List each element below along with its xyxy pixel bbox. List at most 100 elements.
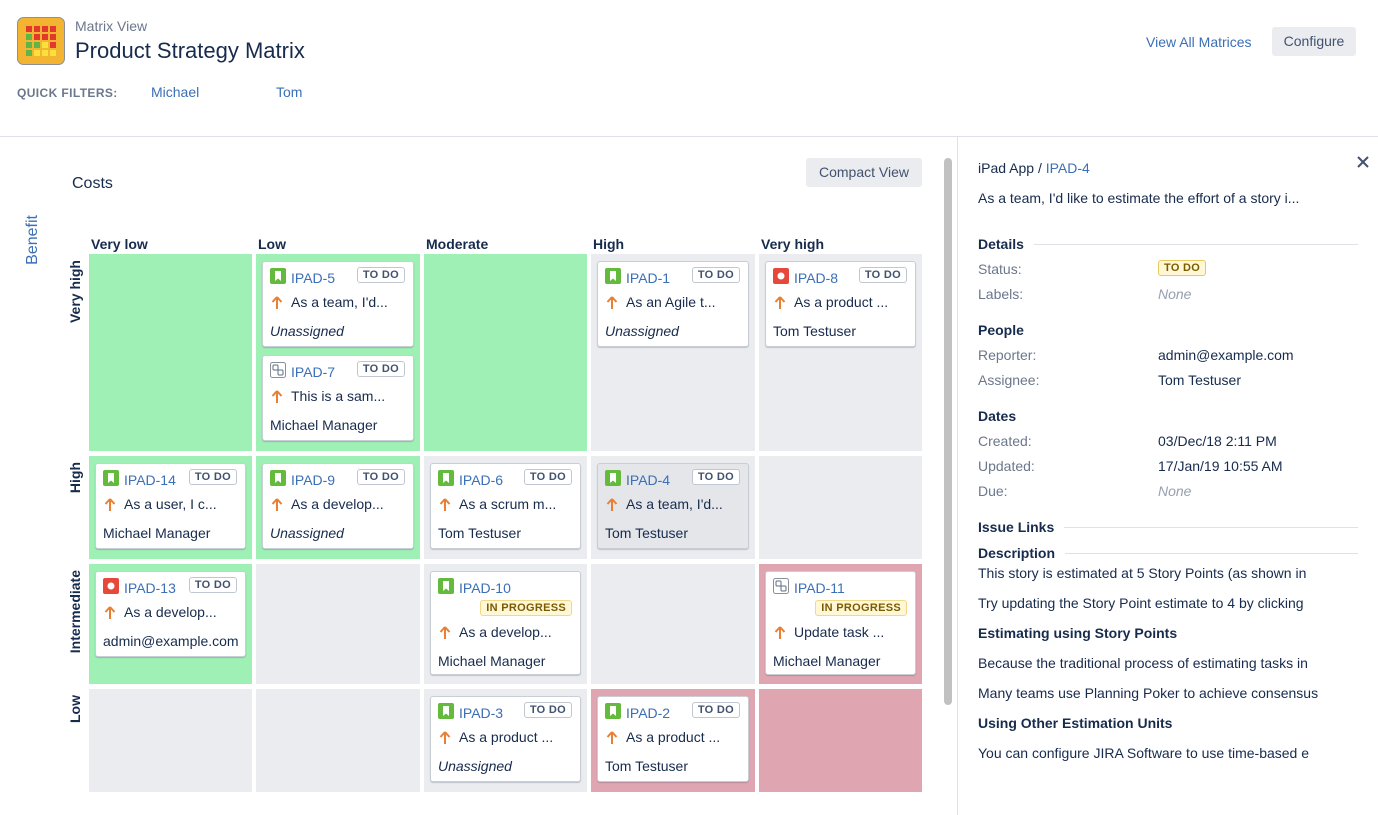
field-value: TO DO (1158, 260, 1207, 276)
matrix-cell[interactable] (89, 254, 252, 451)
configure-button[interactable]: Configure (1272, 27, 1356, 56)
section-heading: Description (978, 545, 1056, 561)
issue-key[interactable]: IPAD-8 (794, 270, 839, 286)
status-lozenge: TO DO (858, 267, 907, 283)
column-header: Very low (91, 236, 148, 252)
issue-card[interactable]: IPAD-6 TO DO As a scrum m... Tom Testuser (430, 463, 581, 549)
quick-filters-label: QUICK FILTERS: (17, 86, 118, 100)
matrix-cell[interactable] (256, 564, 420, 684)
issue-card[interactable]: IPAD-7 TO DO This is a sam... Michael Manag… (262, 355, 414, 441)
description-text: This story is estimated at 5 Story Point… (978, 565, 1307, 581)
issue-key[interactable]: IPAD-3 (459, 705, 504, 721)
issue-card[interactable]: IPAD-10 IN PROGRESS As a develop... Michael… (430, 571, 581, 675)
status-lozenge: TO DO (188, 469, 237, 485)
column-header: Low (258, 236, 286, 252)
field-label: Reporter: (978, 347, 1037, 363)
issue-key[interactable]: IPAD-7 (291, 364, 336, 380)
matrix-cell[interactable]: IPAD-4 TO DO As a team, I'd... Tom Testuser (591, 456, 755, 559)
status-lozenge: TO DO (188, 577, 237, 593)
description-heading: Estimating using Story Points (978, 625, 1178, 641)
status-lozenge: TO DO (356, 469, 405, 485)
compact-view-button[interactable]: Compact View (806, 158, 922, 187)
matrix-cell[interactable]: IPAD-8 TO DO As a product ... Tom Testuser (759, 254, 922, 451)
status-lozenge: TO DO (356, 267, 405, 283)
status-lozenge: TO DO (523, 702, 572, 718)
column-header: Moderate (426, 236, 489, 252)
issue-key[interactable]: IPAD-14 (124, 472, 176, 488)
matrix-cell[interactable] (89, 689, 252, 792)
issue-key[interactable]: IPAD-4 (1045, 160, 1090, 176)
priority-icon (439, 626, 451, 639)
issue-card[interactable]: IPAD-14 TO DO As a user, I c... Michael Man… (95, 463, 246, 549)
matrix-cell[interactable] (256, 689, 420, 792)
status-lozenge: TO DO (691, 702, 740, 718)
separator: / (1037, 160, 1042, 176)
issue-key[interactable]: IPAD-13 (124, 580, 176, 596)
issue-key[interactable]: IPAD-11 (794, 580, 845, 596)
assignee: Unassigned (270, 323, 344, 339)
quick-filter[interactable]: Michael (151, 84, 200, 100)
issue-summary: As a product ... (626, 729, 721, 745)
matrix-cell[interactable]: IPAD-2 TO DO As a product ... Tom Testuser (591, 689, 755, 792)
matrix-cell[interactable]: IPAD-14 TO DO As a user, I c... Michael Man… (89, 456, 252, 559)
field-value: 03/Dec/18 2:11 PM (1158, 433, 1277, 449)
project: iPad App (978, 160, 1035, 176)
status-lozenge: TO DO (691, 469, 740, 485)
issue-card[interactable]: IPAD-11 IN PROGRESS Update task ... Michael… (765, 571, 916, 675)
description-text: Try updating the Story Point estimate to… (978, 595, 1304, 611)
assignee: Unassigned (438, 758, 512, 774)
issue-key[interactable]: IPAD-2 (626, 705, 671, 721)
issue-key[interactable]: IPAD-5 (291, 270, 336, 286)
breadcrumb: iPad App / IPAD-4 (978, 160, 1090, 176)
priority-icon (606, 296, 618, 309)
matrix-cell[interactable]: IPAD-11 IN PROGRESS Update task ... Michael… (759, 564, 922, 684)
issue-summary: As a user, I c... (124, 496, 217, 512)
issue-key[interactable]: IPAD-6 (459, 472, 504, 488)
close-button[interactable] (1357, 156, 1369, 168)
issue-type-icon (438, 703, 454, 719)
issue-card[interactable]: IPAD-5 TO DO As a team, I'd... Unassigned (262, 261, 414, 347)
issue-key[interactable]: IPAD-1 (626, 270, 671, 286)
matrix-cell[interactable]: IPAD-1 TO DO As an Agile t... Unassigned (591, 254, 755, 451)
issue-key[interactable]: IPAD-9 (291, 472, 336, 488)
matrix-cell[interactable]: IPAD-13 TO DO As a develop... admin@example… (89, 564, 252, 684)
app-icon (17, 17, 65, 65)
field-value: 17/Jan/19 10:55 AM (1158, 458, 1283, 474)
issue-card[interactable]: IPAD-4 TO DO As a team, I'd... Tom Testuser (597, 463, 749, 549)
assignee: Michael Manager (103, 525, 211, 541)
issue-card[interactable]: IPAD-13 TO DO As a develop... admin@example… (95, 571, 246, 657)
issue-key[interactable]: IPAD-10 (459, 580, 511, 596)
issue-key[interactable]: IPAD-4 (626, 472, 671, 488)
matrix-cell[interactable] (759, 689, 922, 792)
status-lozenge: IN PROGRESS (815, 600, 907, 616)
matrix-cell[interactable]: IPAD-5 TO DO As a team, I'd... Unassigned IP… (256, 254, 420, 451)
issue-card[interactable]: IPAD-9 TO DO As a develop... Unassigned (262, 463, 414, 549)
priority-icon (271, 498, 283, 511)
matrix-cell[interactable]: IPAD-3 TO DO As a product ... Unassigned (424, 689, 587, 792)
issue-type-icon (270, 470, 286, 486)
view-all-link[interactable]: View All Matrices (1146, 34, 1252, 50)
scrollbar[interactable] (944, 158, 952, 705)
priority-icon (774, 626, 786, 639)
matrix-cell[interactable] (424, 254, 587, 451)
matrix-cell[interactable] (759, 456, 922, 559)
priority-icon (439, 731, 451, 744)
issue-type-icon (438, 578, 454, 594)
section-rule (1065, 553, 1358, 554)
status-lozenge: TO DO (523, 469, 572, 485)
field-value: Tom Testuser (1158, 372, 1241, 388)
quick-filter[interactable]: Tom (276, 84, 303, 100)
matrix-cell[interactable]: IPAD-6 TO DO As a scrum m... Tom Testuser (424, 456, 587, 559)
issue-card[interactable]: IPAD-3 TO DO As a product ... Unassigned (430, 696, 581, 782)
matrix-cell[interactable]: IPAD-9 TO DO As a develop... Unassigned (256, 456, 420, 559)
section-rule (1064, 527, 1358, 528)
column-header: High (593, 236, 625, 252)
issue-card[interactable]: IPAD-1 TO DO As an Agile t... Unassigned (597, 261, 749, 347)
matrix-cell[interactable]: IPAD-10 IN PROGRESS As a develop... Michael… (424, 564, 587, 684)
issue-card[interactable]: IPAD-8 TO DO As a product ... Tom Testuser (765, 261, 916, 347)
section-rule (1034, 244, 1358, 245)
matrix-cell[interactable] (591, 564, 755, 684)
panel-divider (957, 137, 958, 815)
issue-card[interactable]: IPAD-2 TO DO As a product ... Tom Testuser (597, 696, 749, 782)
